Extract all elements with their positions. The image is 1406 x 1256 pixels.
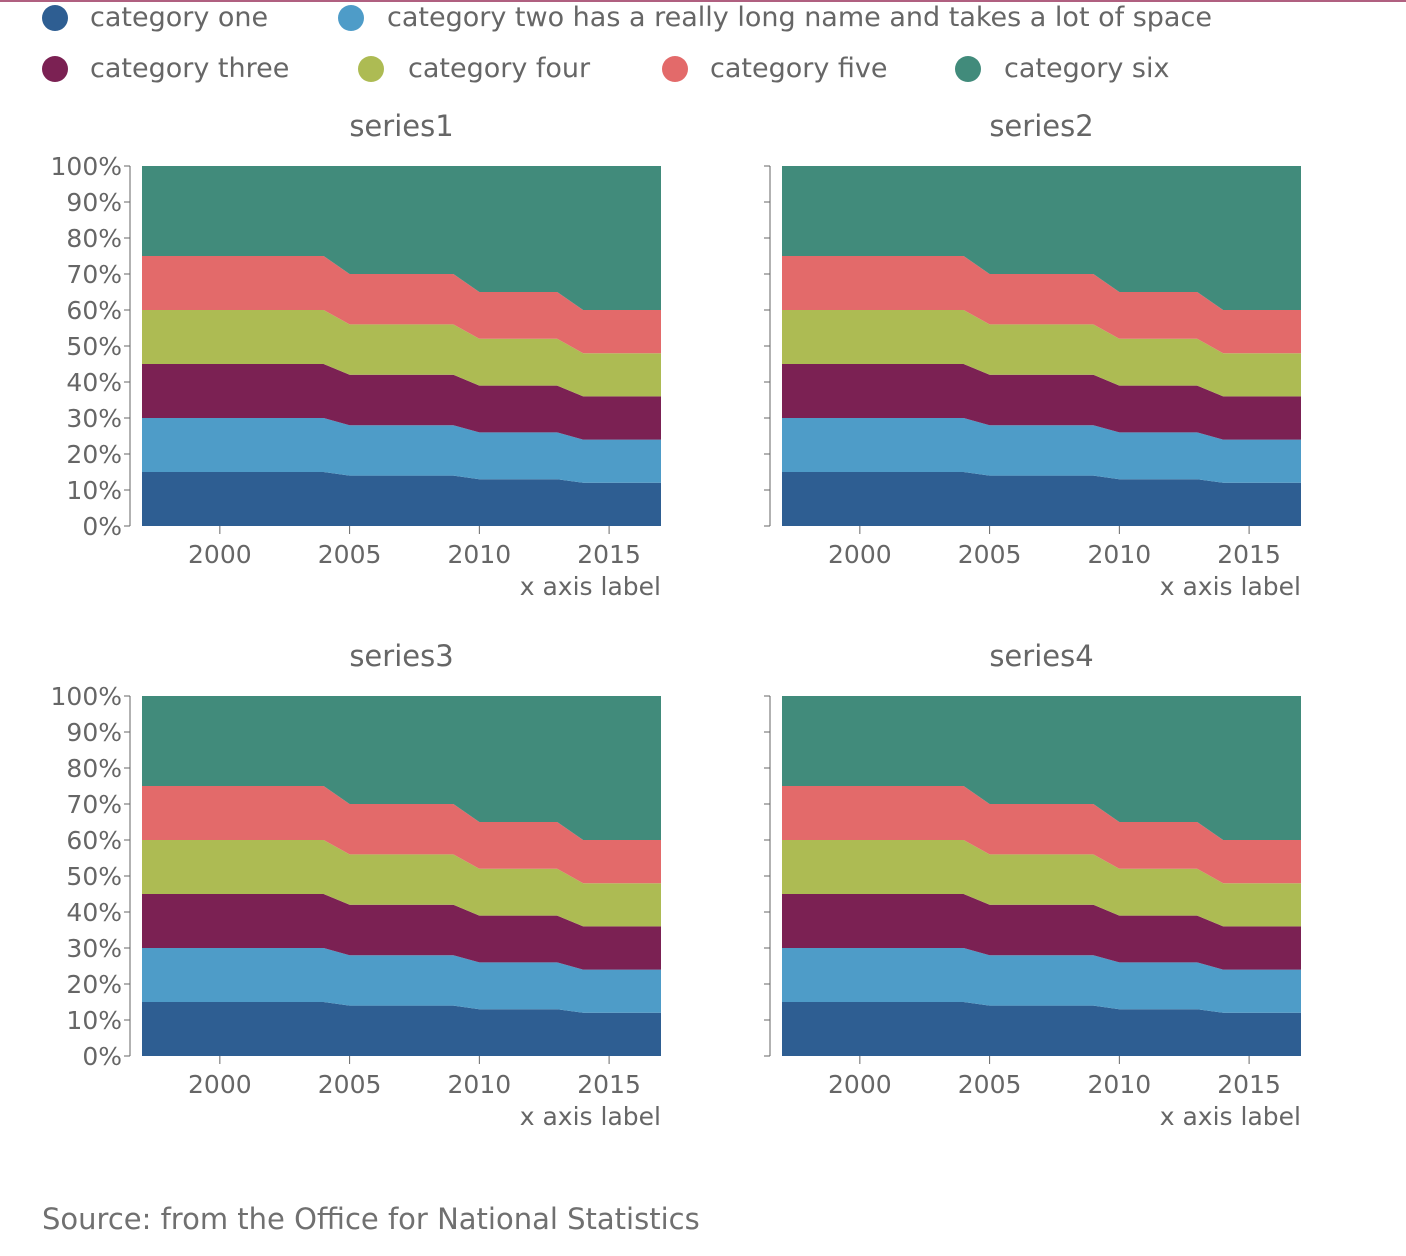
area-series-6 <box>782 696 1301 840</box>
area-series-4 <box>142 840 661 927</box>
legend-item-category-five: category five <box>662 53 888 85</box>
legend-swatch <box>338 5 364 31</box>
area-series-5 <box>782 256 1301 354</box>
y-tick-label: 100% <box>51 152 122 181</box>
area-series-4 <box>782 310 1301 397</box>
area-series-1 <box>142 1002 661 1056</box>
area-series-3 <box>142 364 661 440</box>
x-tick-label: 2005 <box>318 1070 382 1099</box>
legend-label: category four <box>408 53 591 84</box>
y-tick-label: 40% <box>66 898 122 927</box>
top-rule <box>0 0 1406 2</box>
legend-swatch <box>42 5 68 31</box>
x-tick-label: 2005 <box>958 1070 1022 1099</box>
legend-item-category-one: category one <box>42 2 268 34</box>
area-series-1 <box>142 472 661 526</box>
area-series-5 <box>782 786 1301 884</box>
small-multiples-charts: series1 0% 10% 20% 30% 40% 50% 60% 70% 80% 90% 100%… <box>51 109 1301 1131</box>
legend-item-category-six: category six <box>955 53 1169 85</box>
legend-swatch <box>662 56 688 82</box>
area-series-6 <box>142 696 661 840</box>
y-tick-label: 50% <box>66 862 122 891</box>
x-tick-label: 2000 <box>828 1070 892 1099</box>
y-tick-label: 0% <box>82 512 122 541</box>
legend-swatch <box>358 56 384 82</box>
chart-panel-3: series3 0% 10% 20% 30% 40% 50% 60% 70% 80% 90% 100%… <box>51 639 661 1131</box>
y-tick-label: 90% <box>66 718 122 747</box>
legend-swatch <box>955 56 981 82</box>
y-tick-label: 60% <box>66 826 122 855</box>
y-tick-label: 20% <box>66 970 122 999</box>
x-axis-label: x axis label <box>1160 572 1301 601</box>
chart-title: series3 <box>349 639 453 673</box>
area-series-3 <box>142 894 661 970</box>
area-series-4 <box>142 310 661 397</box>
legend-label: category two has a really long name and … <box>387 2 1212 33</box>
legend-label: category one <box>90 2 269 33</box>
source-note: Source: from the Office for National Sta… <box>42 1202 700 1236</box>
y-tick-label: 10% <box>66 476 122 505</box>
x-tick-label: 2010 <box>448 1070 512 1099</box>
x-tick-label: 2000 <box>828 540 892 569</box>
chart-title: series4 <box>989 639 1093 673</box>
legend-item-category-four: category four <box>358 53 590 85</box>
x-tick-label: 2000 <box>188 1070 252 1099</box>
x-axis-label: x axis label <box>520 1102 661 1131</box>
y-tick-label: 30% <box>66 404 122 433</box>
y-tick-label: 100% <box>51 682 122 711</box>
area-series-2 <box>782 948 1301 1013</box>
legend-label: category five <box>710 53 888 84</box>
x-tick-label: 2015 <box>1217 540 1281 569</box>
chart-panel-4: series4 2000 2005 2010 2015 x axis label <box>764 639 1301 1131</box>
y-tick-label: 20% <box>66 440 122 469</box>
y-tick-label: 70% <box>66 260 122 289</box>
chart-title: series2 <box>989 109 1093 143</box>
area-series-2 <box>782 418 1301 483</box>
x-tick-label: 2005 <box>958 540 1022 569</box>
y-tick-label: 90% <box>66 188 122 217</box>
chart-panel-2: series2 2000 2005 2010 2015 x axis label <box>764 109 1301 601</box>
x-tick-label: 2015 <box>1217 1070 1281 1099</box>
y-tick-label: 0% <box>82 1042 122 1071</box>
y-tick-label: 50% <box>66 332 122 361</box>
area-series-6 <box>782 166 1301 310</box>
y-tick-label: 60% <box>66 296 122 325</box>
legend-item-category-three: category three <box>42 53 289 85</box>
area-series-1 <box>782 1002 1301 1056</box>
area-series-5 <box>142 786 661 884</box>
x-tick-label: 2005 <box>318 540 382 569</box>
area-series-5 <box>142 256 661 354</box>
area-series-1 <box>782 472 1301 526</box>
x-tick-label: 2015 <box>577 1070 641 1099</box>
legend-item-category-two: category two has a really long name and … <box>338 2 1212 34</box>
area-series-3 <box>782 364 1301 440</box>
area-series-6 <box>142 166 661 310</box>
chart-panel-1: series1 0% 10% 20% 30% 40% 50% 60% 70% 80% 90% 100%… <box>51 109 661 601</box>
x-tick-label: 2015 <box>577 540 641 569</box>
y-tick-label: 40% <box>66 368 122 397</box>
chart-title: series1 <box>349 109 453 143</box>
area-series-3 <box>782 894 1301 970</box>
y-tick-label: 10% <box>66 1006 122 1035</box>
legend-label: category six <box>1004 53 1170 84</box>
legend-label: category three <box>90 53 290 84</box>
legend-swatch <box>42 56 68 82</box>
area-series-2 <box>142 418 661 483</box>
y-tick-label: 70% <box>66 790 122 819</box>
x-tick-label: 2010 <box>448 540 512 569</box>
x-tick-label: 2010 <box>1088 1070 1152 1099</box>
area-series-4 <box>782 840 1301 927</box>
x-tick-label: 2010 <box>1088 540 1152 569</box>
x-axis-label: x axis label <box>1160 1102 1301 1131</box>
y-tick-label: 80% <box>66 224 122 253</box>
y-tick-label: 80% <box>66 754 122 783</box>
area-series-2 <box>142 948 661 1013</box>
y-tick-label: 30% <box>66 934 122 963</box>
x-axis-label: x axis label <box>520 572 661 601</box>
x-tick-label: 2000 <box>188 540 252 569</box>
